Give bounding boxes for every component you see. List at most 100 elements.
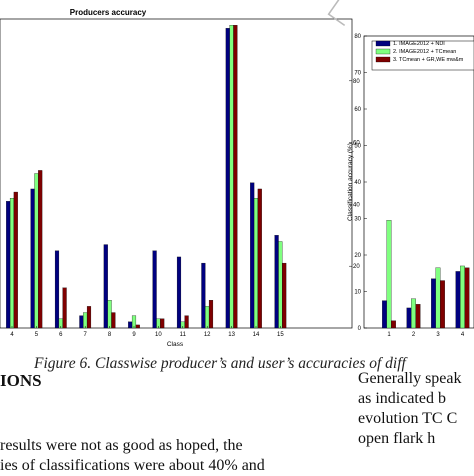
left-x-tick-label: 15 <box>277 332 284 338</box>
left-bar <box>54 250 60 329</box>
left-bar <box>62 287 67 329</box>
legend-swatch <box>375 48 391 55</box>
legend-swatch <box>375 56 391 63</box>
left-bar <box>111 312 116 329</box>
left-body-line-1: results were not as good as hoped, the <box>0 437 243 454</box>
left-x-axis-label: Class <box>167 341 184 348</box>
left-bar <box>83 312 88 329</box>
legend-swatch <box>375 40 391 47</box>
left-bar <box>135 324 140 329</box>
left-x-tick-label: 10 <box>155 332 162 338</box>
right-y-tick-label: 50 <box>354 144 361 150</box>
left-x-tick-label: 9 <box>132 332 136 338</box>
left-bar <box>201 262 206 329</box>
left-bar <box>128 321 133 329</box>
right-x-tick-label: 1 <box>387 332 391 338</box>
left-x-tick-label: 5 <box>35 332 39 338</box>
left-bar <box>205 306 210 329</box>
left-bar <box>257 188 262 329</box>
left-x-tick-label: 13 <box>228 332 235 338</box>
left-y-tick-label: 80 <box>353 79 360 85</box>
right-bar <box>464 267 470 329</box>
left-bar <box>233 25 238 329</box>
left-bar <box>184 315 189 329</box>
left-bar <box>9 198 15 329</box>
left-bar <box>107 300 112 329</box>
right-y-tick-label: 40 <box>354 180 361 186</box>
right-y-tick-label: 10 <box>354 290 361 296</box>
left-bar <box>250 182 255 329</box>
left-x-tick-label: 12 <box>204 332 211 338</box>
left-plot-frame <box>0 18 353 329</box>
right-bar <box>460 265 465 329</box>
right-body-line-1: Generally speak <box>358 370 462 387</box>
right-bar <box>411 298 416 329</box>
legend-entry: 3. TCmean + GR,WE mw&m <box>393 57 464 63</box>
right-body-line-4: open flark h <box>358 430 436 447</box>
left-bar <box>103 244 108 329</box>
left-bars-group <box>6 25 287 329</box>
left-x-tick-label: 8 <box>108 332 112 338</box>
left-x-tick-label: 11 <box>180 332 187 338</box>
left-bar <box>34 173 39 329</box>
right-y-tick-label: 60 <box>354 107 361 113</box>
left-y-tick-label: 40 <box>353 202 360 208</box>
right-y-tick-label: 80 <box>354 34 361 40</box>
right-bar <box>386 220 392 329</box>
section-heading: IONS <box>0 371 42 390</box>
right-bar <box>431 278 436 329</box>
left-bar <box>229 25 234 329</box>
left-bar <box>278 241 283 329</box>
right-bar <box>391 320 396 329</box>
left-x-tick-label: 4 <box>10 332 14 338</box>
left-x-tick-label: 14 <box>253 332 260 338</box>
right-body-line-3: evolution TC C <box>358 410 458 427</box>
left-bar <box>13 191 18 329</box>
right-y-axis-label: Classification accuracy (%) <box>347 143 354 221</box>
left-bar <box>253 198 259 329</box>
left-bar <box>86 306 92 329</box>
left-x-ticks: 4 5 6 7 8 9 10 11 12 13 14 15 <box>10 326 284 338</box>
right-bar <box>415 304 421 329</box>
left-bar <box>152 250 157 329</box>
right-legend: 1. IMAGE2012 + NDI 2. IMAGE2012 + TCmean 3… <box>371 40 474 71</box>
left-chart-title: Producers accuracy <box>70 8 147 17</box>
right-bar <box>440 280 445 329</box>
left-bar <box>282 262 287 329</box>
right-body-line-2: as indicated b <box>358 390 446 407</box>
left-bar <box>225 28 230 329</box>
left-x-tick-label: 6 <box>59 332 63 338</box>
right-x-ticks: 1 2 3 4 <box>387 332 465 338</box>
right-x-tick-label: 4 <box>461 332 465 338</box>
right-bar <box>435 267 441 329</box>
legend-entry: 1. IMAGE2012 + NDI <box>393 41 445 47</box>
right-x-tick-label: 2 <box>412 332 416 338</box>
left-bar <box>176 256 182 329</box>
left-bar <box>208 300 214 329</box>
left-y-ticks: 20 40 60 80 <box>349 79 360 270</box>
left-bar <box>274 235 279 329</box>
right-bar <box>455 271 461 329</box>
left-bar <box>38 170 43 329</box>
figure-caption: Figure 6. Classwise producer’s and user’… <box>34 355 406 372</box>
left-bar <box>79 315 84 329</box>
left-bar <box>160 318 165 329</box>
right-y-tick-label: 0 <box>358 326 362 332</box>
right-y-tick-label: 20 <box>354 253 361 259</box>
left-y-tick-label: 60 <box>353 141 360 147</box>
right-bar <box>382 300 387 329</box>
right-bar <box>406 307 412 329</box>
left-bar <box>6 201 11 329</box>
legend-entry: 2. IMAGE2012 + TCmean <box>393 49 456 55</box>
left-body-line-2: ies of classifications were about 40% an… <box>0 457 265 474</box>
right-y-tick-label: 70 <box>354 71 361 77</box>
right-y-tick-label: 30 <box>354 217 361 223</box>
right-x-tick-label: 3 <box>436 332 440 338</box>
left-bar <box>30 188 35 329</box>
right-bars-group <box>382 220 470 329</box>
left-x-tick-label: 7 <box>84 332 88 338</box>
left-y-tick-label: 20 <box>353 264 360 270</box>
